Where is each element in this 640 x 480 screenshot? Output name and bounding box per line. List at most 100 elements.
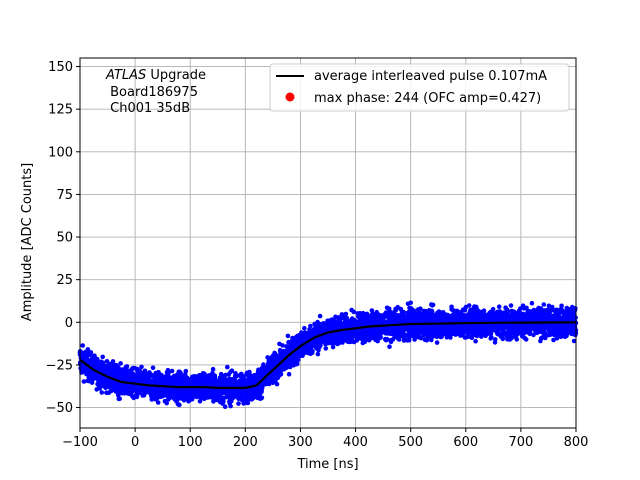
data-point [274, 381, 280, 387]
data-point [430, 302, 436, 308]
data-point [317, 313, 323, 319]
data-point [308, 323, 313, 329]
legend-entry-average: average interleaved pulse 0.107mA [314, 69, 547, 84]
x-tick-label: 200 [233, 435, 258, 450]
data-point [101, 360, 106, 366]
data-point [523, 337, 529, 342]
data-point [323, 346, 329, 351]
annotation-line-3: Ch001 35dB [106, 101, 190, 116]
x-tick-label: 800 [564, 435, 589, 450]
annotation-line-2: Board186975 [106, 85, 198, 100]
data-point [99, 390, 105, 395]
data-point [496, 304, 502, 310]
data-point [164, 400, 169, 406]
x-tick-label: 400 [343, 435, 368, 450]
data-point [315, 351, 321, 357]
data-point [295, 361, 300, 367]
data-point [225, 364, 230, 370]
data-point [245, 400, 251, 406]
annotation-upgrade: Upgrade [146, 68, 206, 83]
data-point [212, 373, 218, 379]
data-point [259, 389, 264, 394]
y-tick-label: 75 [56, 188, 73, 203]
x-axis-ticks: −100 0 100 200 300 400 500 600 700 800 [62, 428, 588, 450]
data-point [508, 303, 514, 308]
data-point [81, 379, 87, 384]
data-point [490, 306, 496, 312]
y-tick-label: 125 [48, 103, 73, 118]
data-point [118, 361, 123, 366]
data-point [387, 344, 392, 350]
data-point [95, 356, 100, 362]
x-tick-label: 600 [453, 435, 478, 450]
data-point [210, 366, 216, 372]
data-point [259, 395, 265, 401]
y-axis-label: Amplitude [ADC Counts] [20, 163, 35, 321]
data-point [139, 364, 144, 370]
annotation-line-1: ATLAS Upgrade [105, 68, 206, 83]
data-point [222, 404, 228, 410]
data-point [529, 300, 535, 306]
data-point [280, 343, 285, 348]
data-point [88, 350, 94, 355]
data-point [378, 335, 384, 340]
data-point [500, 336, 506, 342]
data-point [100, 354, 105, 360]
x-tick-label: 100 [178, 435, 203, 450]
x-tick-label: 500 [398, 435, 423, 450]
y-tick-label: 50 [56, 231, 73, 246]
data-point [278, 372, 284, 377]
x-tick-label: −100 [62, 435, 98, 450]
y-tick-label: −25 [46, 358, 73, 373]
data-point [110, 359, 116, 364]
data-point [183, 368, 189, 374]
data-point [434, 340, 440, 345]
y-tick-label: 150 [48, 60, 73, 75]
data-point [573, 306, 578, 311]
x-tick-label: 0 [131, 435, 139, 450]
data-point [310, 348, 315, 354]
data-point [343, 311, 349, 317]
data-point [134, 394, 140, 400]
y-tick-label: 0 [65, 316, 73, 331]
data-point [466, 303, 472, 308]
data-point [473, 338, 478, 344]
data-point [559, 303, 564, 309]
data-point [228, 403, 233, 409]
data-point [89, 380, 95, 385]
data-point [117, 396, 122, 402]
legend: average interleaved pulse 0.107mA max ph… [269, 63, 570, 112]
data-point [221, 399, 226, 405]
data-point [285, 333, 291, 339]
data-point [104, 359, 110, 364]
legend-entry-max-phase: max phase: 244 (OFC amp=0.427) [314, 91, 541, 106]
data-point [177, 402, 182, 408]
legend-dot-swatch [285, 92, 295, 102]
y-axis-ticks: −50 −25 0 25 50 75 100 125 150 [46, 60, 80, 416]
data-point [330, 344, 336, 350]
data-point [408, 300, 414, 306]
data-point [169, 368, 175, 374]
y-tick-label: 100 [48, 145, 73, 160]
x-tick-label: 300 [288, 435, 313, 450]
data-point [489, 334, 494, 340]
data-point [80, 343, 85, 348]
data-point [493, 337, 498, 342]
data-point [541, 302, 547, 307]
data-point [229, 368, 235, 374]
y-tick-label: 25 [56, 273, 73, 288]
x-tick-label: 700 [508, 435, 533, 450]
data-point [166, 370, 171, 376]
data-point [236, 401, 241, 406]
data-point [124, 364, 130, 369]
x-axis-label: Time [ns] [296, 457, 358, 472]
data-point [150, 365, 156, 371]
y-tick-label: −50 [46, 401, 73, 416]
data-point [302, 325, 307, 331]
data-point [155, 400, 161, 405]
data-point [514, 337, 520, 342]
data-point [286, 371, 292, 377]
data-point [406, 337, 412, 343]
scatter-points [77, 300, 579, 410]
